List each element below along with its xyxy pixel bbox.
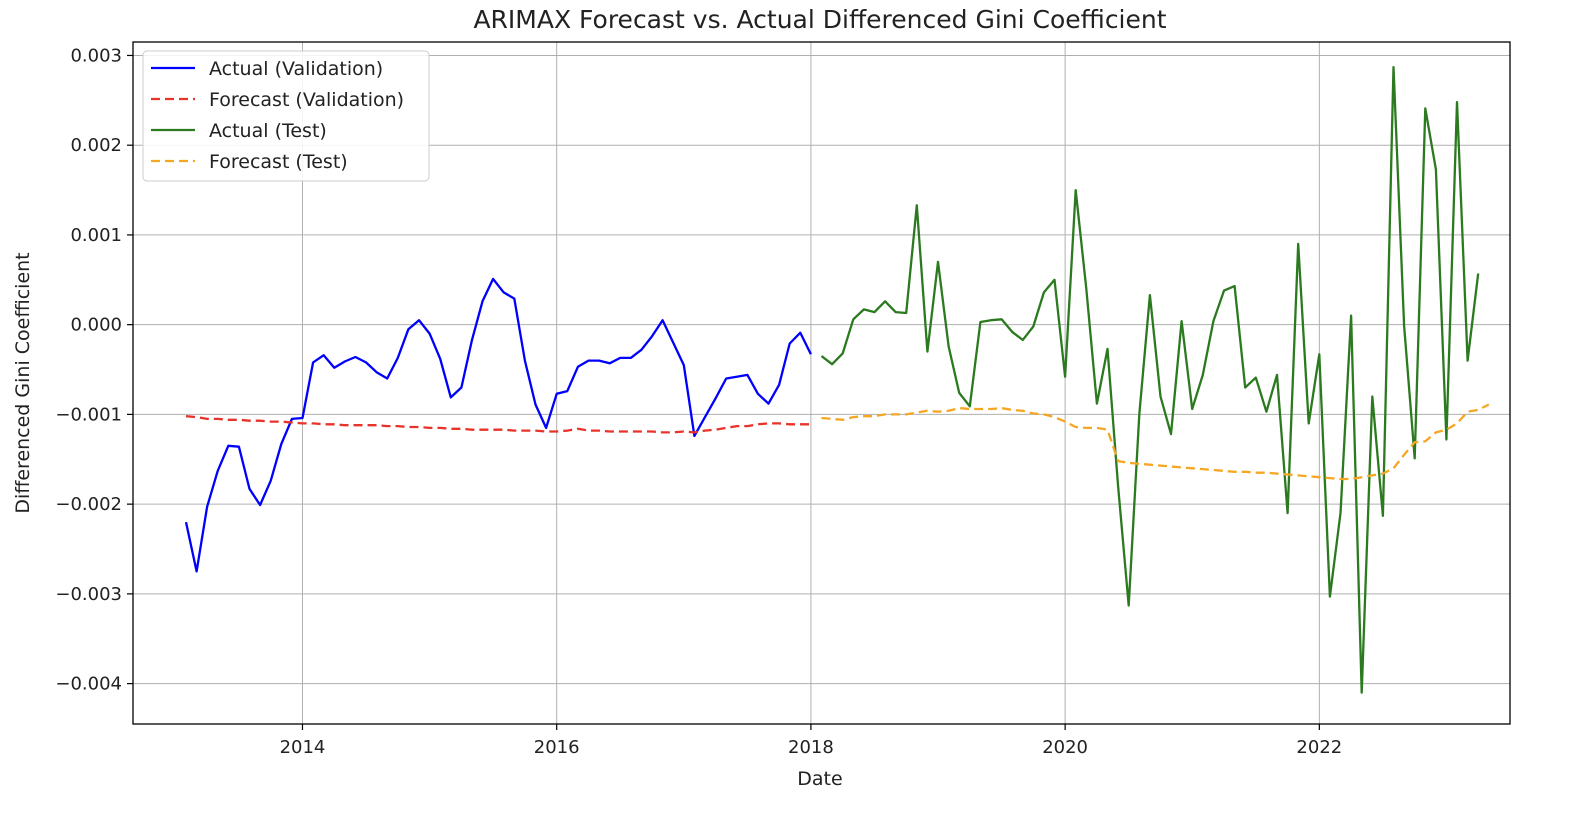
x-tick-label: 2020 [1042, 737, 1088, 758]
x-tick-label: 2016 [534, 737, 580, 758]
x-axis-label: Date [797, 768, 842, 790]
axis-ticks: 2014 2016 2018 2020 2022 0.003 0.002 0.001 0.000… [55, 45, 1342, 758]
y-axis-label: Differenced Gini Coefficient [12, 252, 34, 513]
x-tick-label: 2022 [1296, 737, 1342, 758]
plot-frame [132, 41, 1511, 725]
chart-title: ARIMAX Forecast vs. Actual Differenced G… [473, 5, 1166, 34]
legend-label: Actual (Test) [209, 120, 327, 142]
series-line-3 [820, 65, 1480, 694]
series-line-2 [185, 415, 811, 434]
x-tick-label: 2018 [788, 737, 834, 758]
series-lines [184, 65, 1490, 694]
y-tick-label: −0.002 [55, 494, 122, 515]
y-tick-label: 0.000 [70, 315, 122, 336]
y-tick-label: −0.003 [55, 584, 122, 605]
x-tick-label: 2014 [280, 737, 326, 758]
legend-label: Forecast (Validation) [209, 89, 404, 111]
legend: Actual (Validation) Forecast (Validation)… [142, 50, 430, 182]
series-line-4 [821, 403, 1490, 481]
y-tick-label: −0.001 [55, 404, 122, 425]
legend-label: Forecast (Test) [209, 151, 348, 173]
y-tick-label: 0.001 [70, 225, 122, 246]
y-tick-label: 0.003 [70, 45, 122, 66]
legend-label: Actual (Validation) [209, 58, 383, 80]
legend-box [142, 50, 430, 182]
y-tick-label: −0.004 [55, 674, 122, 695]
y-tick-label: 0.002 [70, 135, 122, 156]
